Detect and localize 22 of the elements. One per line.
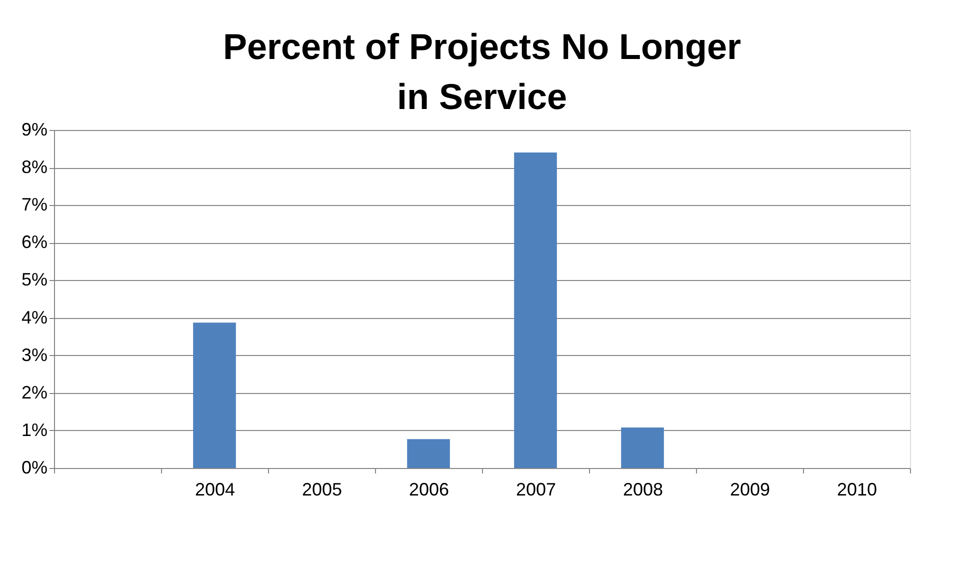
chart-title: Percent of Projects No Longer in Service — [222, 26, 742, 117]
bar — [621, 427, 664, 468]
bar — [407, 439, 450, 468]
x-tick-label: 2007 — [516, 480, 556, 500]
y-tick-label: 0% — [21, 458, 48, 478]
y-tick-label: 3% — [21, 344, 48, 365]
y-tick-label: 2% — [21, 382, 48, 402]
y-tick-label: 7% — [21, 194, 48, 215]
x-tick-label: 2005 — [302, 480, 342, 500]
y-tick-label: 5% — [21, 270, 48, 290]
x-tick-label: 2006 — [408, 480, 450, 500]
y-tick-label: 4% — [21, 307, 48, 328]
x-tick-label: 2010 — [836, 480, 878, 500]
x-tick-label: 2009 — [730, 480, 770, 500]
x-tick-label: 2008 — [622, 480, 664, 500]
x-tick-label: 2004 — [194, 480, 236, 500]
y-tick-label: 6% — [21, 232, 48, 252]
y-tick-label: 9% — [21, 120, 48, 140]
y-tick-label: 1% — [21, 420, 48, 440]
bar — [514, 152, 557, 468]
y-tick-label: 8% — [21, 157, 48, 178]
bar — [193, 322, 236, 468]
